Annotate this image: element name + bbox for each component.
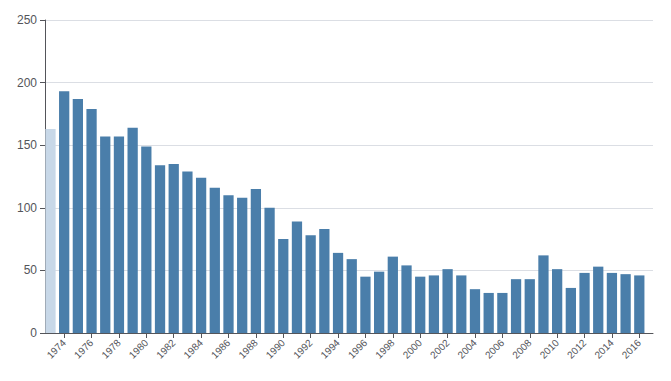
svg-text:1984: 1984	[182, 337, 206, 361]
svg-text:2000: 2000	[401, 337, 425, 361]
svg-text:2010: 2010	[538, 337, 562, 361]
svg-text:2004: 2004	[455, 337, 479, 361]
svg-text:1974: 1974	[45, 337, 69, 361]
svg-text:1978: 1978	[99, 337, 123, 361]
svg-text:1990: 1990	[264, 337, 288, 361]
svg-text:1976: 1976	[72, 337, 96, 361]
svg-text:2016: 2016	[620, 337, 644, 361]
svg-text:1988: 1988	[236, 337, 260, 361]
svg-text:1994: 1994	[318, 337, 342, 361]
svg-text:1998: 1998	[373, 337, 397, 361]
svg-text:1992: 1992	[291, 337, 315, 361]
svg-text:2008: 2008	[510, 337, 534, 361]
svg-text:2012: 2012	[565, 337, 589, 361]
svg-text:200: 200	[17, 76, 37, 90]
svg-text:1996: 1996	[346, 337, 370, 361]
svg-text:250: 250	[17, 13, 37, 27]
svg-text:2006: 2006	[483, 337, 507, 361]
svg-text:50: 50	[24, 263, 38, 277]
svg-text:1986: 1986	[209, 337, 233, 361]
svg-text:2002: 2002	[428, 337, 452, 361]
svg-text:1982: 1982	[154, 337, 178, 361]
svg-text:100: 100	[17, 201, 37, 215]
svg-text:0: 0	[30, 326, 37, 340]
svg-text:150: 150	[17, 138, 37, 152]
svg-text:1980: 1980	[127, 337, 151, 361]
svg-text:2014: 2014	[592, 337, 616, 361]
